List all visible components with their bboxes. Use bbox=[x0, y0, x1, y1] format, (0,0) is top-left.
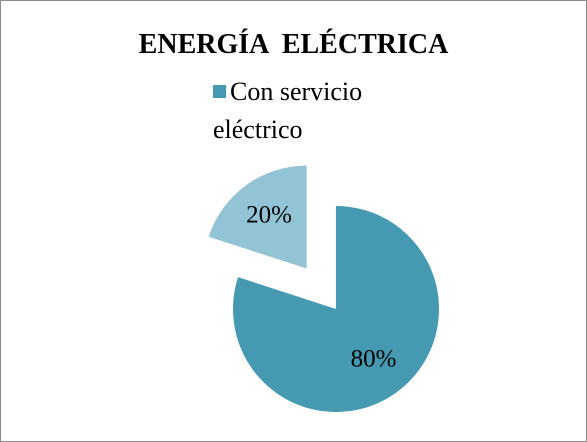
legend-label: Con servicio eléctrico bbox=[213, 77, 363, 144]
data-label: 20% bbox=[246, 202, 292, 229]
chart-title: ENERGÍA ELÉCTRICA bbox=[138, 29, 449, 60]
data-label: 80% bbox=[351, 345, 397, 372]
pie-slice bbox=[208, 165, 307, 269]
pie-slice bbox=[233, 206, 439, 412]
legend-swatch bbox=[213, 85, 226, 98]
legend-item: Con servicio eléctrico bbox=[213, 73, 413, 149]
legend: Con servicio eléctrico bbox=[213, 73, 413, 149]
